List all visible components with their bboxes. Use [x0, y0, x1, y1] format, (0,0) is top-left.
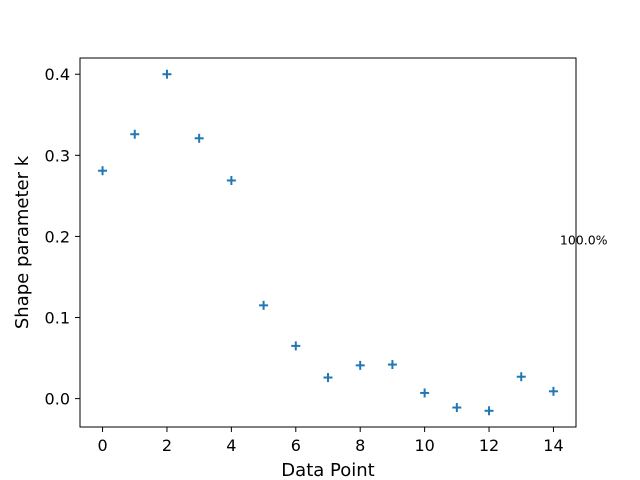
data-point: [516, 372, 526, 382]
data-point: [259, 300, 269, 310]
y-tick-label: 0.0: [45, 390, 70, 409]
x-tick-label: 0: [97, 436, 107, 455]
chart-annotations: 100.0%: [560, 233, 608, 248]
annotation-label: 100.0%: [560, 233, 608, 248]
data-point: [323, 373, 333, 383]
x-tick-label: 2: [162, 436, 172, 455]
data-points: [98, 69, 558, 416]
data-point: [452, 403, 462, 413]
y-tick-label: 0.1: [45, 309, 70, 328]
y-tick-label: 0.3: [45, 146, 70, 165]
data-point: [355, 360, 365, 370]
x-tick-label: 12: [479, 436, 499, 455]
data-point: [420, 388, 430, 398]
x-tick-label: 10: [414, 436, 434, 455]
data-point: [162, 69, 172, 79]
y-axis-label: Shape parameter k: [12, 155, 33, 329]
plot-frame: [79, 57, 577, 428]
y-tick-label: 0.4: [45, 65, 70, 84]
x-axis-ticks: 0 2 4 6 8 10 12 14: [97, 427, 564, 455]
data-point: [226, 175, 236, 185]
x-tick-label: 8: [355, 436, 365, 455]
y-tick-label: 0.2: [45, 227, 70, 246]
x-tick-label: 4: [226, 436, 236, 455]
data-point: [130, 129, 140, 139]
x-axis-label: Data Point: [281, 460, 374, 480]
data-point: [484, 406, 494, 416]
x-tick-label: 6: [291, 436, 301, 455]
data-point: [387, 360, 397, 370]
x-tick-label: 14: [543, 436, 563, 455]
data-point: [194, 133, 204, 143]
data-point: [98, 166, 108, 176]
data-point: [291, 341, 301, 351]
data-point: [548, 386, 558, 396]
y-axis-ticks: 0.0 0.1 0.2 0.3 0.4: [45, 65, 80, 409]
